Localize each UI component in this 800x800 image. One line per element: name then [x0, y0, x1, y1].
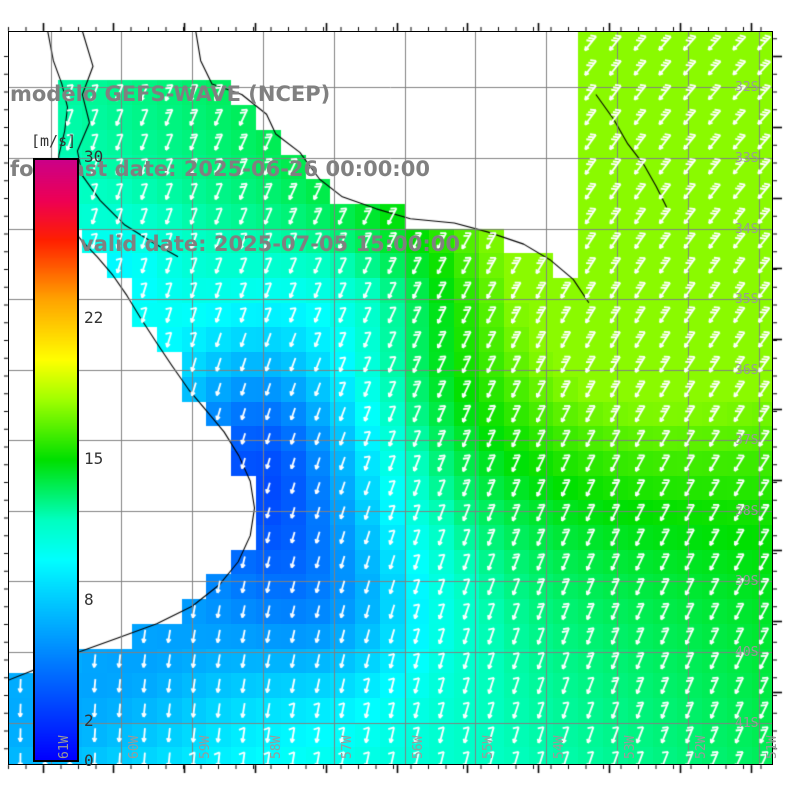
- lon-label-57W: 57W: [339, 735, 355, 759]
- lon-label-58W: 58W: [268, 735, 284, 759]
- colorbar-unit-label: [m/s]: [31, 132, 77, 150]
- forecast-date: forecast date: 2025-06-26 00:00:00: [10, 157, 430, 181]
- valid-date: valid date: 2025-07-05 15:00:00: [80, 232, 460, 256]
- lon-label-53W: 53W: [622, 735, 638, 759]
- lat-label-41S: 41S: [735, 715, 759, 731]
- colorbar[interactable]: [33, 158, 79, 762]
- lon-label-51W: 51W: [764, 735, 780, 759]
- lat-label-34S: 34S: [735, 221, 759, 237]
- lat-label-38S: 38S: [735, 503, 759, 519]
- lon-label-61W: 61W: [56, 735, 72, 759]
- colorbar-gradient: [35, 160, 77, 760]
- lon-label-52W: 52W: [693, 735, 709, 759]
- colorbar-tick-0: 0: [84, 751, 94, 770]
- lon-label-55W: 55W: [480, 735, 496, 759]
- model-title: modelo GEFS-WAVE (NCEP): [10, 82, 331, 106]
- lat-label-35S: 35S: [735, 291, 759, 307]
- colorbar-tick-22: 22: [84, 308, 104, 328]
- colorbar-tick-2: 2: [84, 710, 94, 730]
- lat-label-40S: 40S: [735, 644, 759, 660]
- lon-label-56W: 56W: [410, 735, 426, 759]
- colorbar-tick-8: 8: [84, 589, 94, 609]
- lat-label-32S: 32S: [735, 79, 759, 95]
- lon-label-54W: 54W: [551, 735, 567, 759]
- colorbar-tick-15: 15: [84, 449, 104, 468]
- lat-label-37S: 37S: [735, 432, 759, 448]
- lon-label-59W: 59W: [197, 735, 213, 759]
- colorbar-tick-30: 30: [84, 147, 104, 166]
- lat-label-39S: 39S: [735, 573, 759, 589]
- title-block: modelo GEFS-WAVE (NCEP) forecast date: 2…: [10, 32, 530, 307]
- lat-label-33S: 33S: [735, 150, 759, 166]
- lat-label-36S: 36S: [735, 362, 759, 378]
- lon-label-60W: 60W: [126, 735, 142, 759]
